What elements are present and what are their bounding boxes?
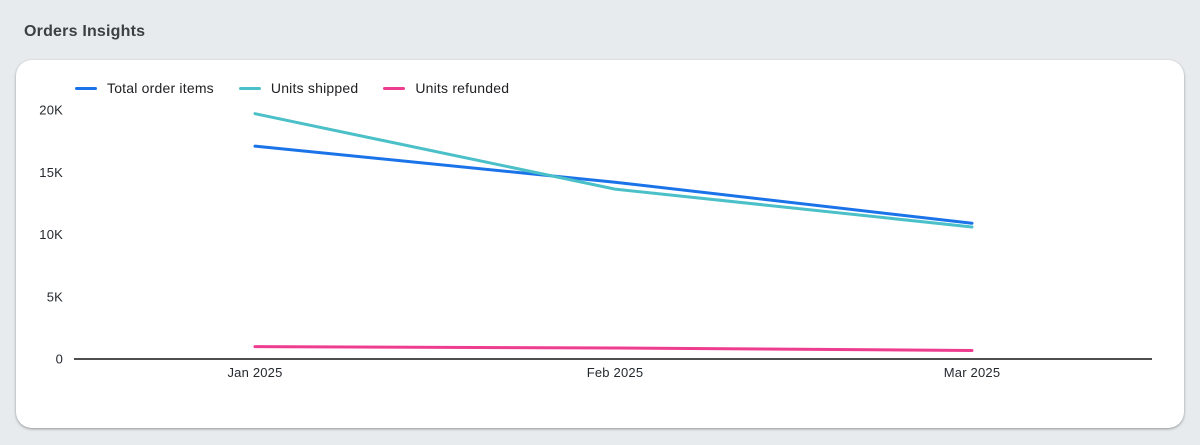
series-line-units-refunded [253, 345, 974, 352]
orders-insights-card: Total order items Units shipped Units refu… [16, 60, 1184, 428]
legend-label-units-refunded: Units refunded [415, 80, 510, 96]
y-tick-label-15K: 15K [39, 165, 63, 180]
legend-swatch-units-shipped [238, 86, 261, 90]
legend-item-units-shipped[interactable]: Units shipped [238, 80, 359, 96]
series-line-total-order-items [253, 144, 974, 225]
legend-swatch-units-refunded [383, 86, 406, 90]
x-tick-label-feb-2025: Feb 2025 [587, 365, 644, 380]
legend-label-total-order-items: Total order items [107, 80, 214, 96]
chart-legend: Total order items Units shipped Units refu… [75, 80, 534, 96]
x-tick-label-mar-2025: Mar 2025 [944, 365, 1001, 380]
series-line-units-shipped [253, 112, 974, 229]
page-header: Orders Insights [24, 20, 145, 44]
y-tick-label-5K: 5K [47, 289, 63, 304]
legend-label-units-shipped: Units shipped [270, 80, 359, 96]
x-tick-label-jan-2025: Jan 2025 [227, 365, 282, 380]
legend-swatch-total-order-items [75, 86, 97, 90]
legend-item-total-order-items[interactable]: Total order items [75, 80, 214, 96]
y-tick-label-0: 0 [56, 352, 63, 367]
y-tick-label-20K: 20K [39, 103, 63, 118]
page-title: Orders Insights [24, 23, 146, 40]
orders-insights-chart: 0 5K 10K 15K 20K Jan 2025 Feb 2025 Mar 2025 [39, 103, 1152, 380]
y-tick-label-10K: 10K [39, 227, 63, 242]
legend-item-units-refunded[interactable]: Units refunded [383, 80, 509, 96]
